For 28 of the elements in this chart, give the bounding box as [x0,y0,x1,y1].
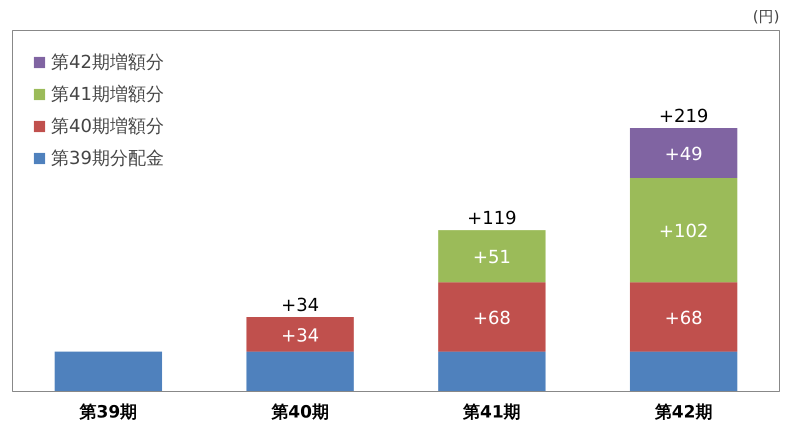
bar [630,178,738,282]
text: (円) [752,8,780,26]
annotation: +34 [281,325,320,346]
bar [630,128,738,178]
x-tick-label: 第40期 [270,402,329,422]
data-label: +51 [472,247,511,268]
legend-label: 第41期増額分 [51,83,164,106]
annotation: +219 [658,106,708,127]
data-label: +34 [281,294,320,316]
data-label: +68 [472,308,511,329]
legend-label: 第40期増額分 [51,115,164,138]
legend-label: 第42期増額分 [51,51,164,74]
bar [630,352,738,392]
bar [246,352,354,392]
legend-label: 第39期分配金 [51,147,164,170]
annotation: +119 [467,208,517,230]
x-tick-label: 第39期 [78,402,138,422]
bar [630,282,738,352]
bar [246,316,354,352]
data-label: +49 [664,144,703,166]
bar [54,352,162,392]
data-label: +68 [664,308,703,329]
data-label: +102 [658,221,708,242]
x-tick-label: 第42期 [654,402,712,422]
bar [438,230,546,282]
bar [438,352,546,392]
x-tick-label: 第41期 [462,402,521,422]
bar [438,282,546,352]
